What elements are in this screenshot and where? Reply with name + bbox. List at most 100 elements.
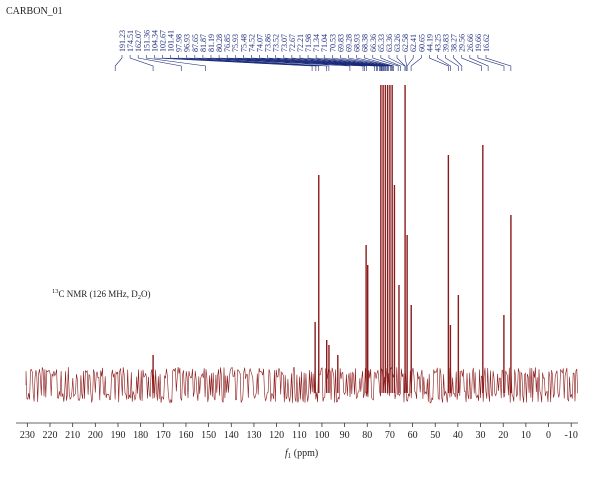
peak-label-connector <box>437 55 451 71</box>
baseline-noise <box>25 366 578 404</box>
peak-label: 102.67 <box>158 30 167 52</box>
peak-label: 72.21 <box>296 34 305 52</box>
peak-label: 87.65 <box>191 34 200 52</box>
peak-label-connector <box>410 55 422 71</box>
peak-label: 80.28 <box>215 34 224 52</box>
x-tick-label: 200 <box>88 430 103 441</box>
x-tick-label: 50 <box>430 430 440 441</box>
peak-label: 63.26 <box>393 34 402 52</box>
peak-label-connector <box>137 55 182 71</box>
x-tick-label: 10 <box>521 430 531 441</box>
peak-label: 63.36 <box>385 34 394 52</box>
annotation-sup: 13 <box>52 288 59 295</box>
peak-label: 174.51 <box>126 30 135 52</box>
peak-label-connector <box>445 55 459 71</box>
x-axis-title-text: f <box>285 448 289 459</box>
peak-label-connector <box>154 55 313 71</box>
x-tick-label: 190 <box>110 430 125 441</box>
peak-label-connector <box>283 55 384 71</box>
annotation-tail: O) <box>141 289 151 299</box>
peak-label-connector <box>186 55 330 71</box>
peak-label: 72.67 <box>288 34 297 52</box>
peak-label: 71.04 <box>320 34 329 52</box>
peak-label: 70.53 <box>328 34 337 52</box>
x-tick-label: 90 <box>340 430 350 441</box>
x-tick-label: 80 <box>362 430 372 441</box>
peak-label-connector <box>477 55 505 71</box>
x-tick-label: 230 <box>20 430 35 441</box>
x-tick-label: 220 <box>42 430 57 441</box>
peak-label: 69.83 <box>336 34 345 52</box>
x-tick-label: 20 <box>498 430 508 441</box>
peak-label-connector <box>453 55 463 71</box>
peak-label: 62.58 <box>401 34 410 52</box>
peak-label-connector <box>469 55 489 71</box>
peak-label: 75.48 <box>239 34 248 52</box>
peak-label-connector <box>461 55 482 71</box>
peak-label-connector <box>340 55 391 71</box>
peak-label-connector <box>218 55 367 71</box>
peak-label: 68.38 <box>361 34 370 52</box>
peak-label-connector <box>323 55 388 71</box>
peak-label: 16.62 <box>482 34 491 52</box>
peak-label: 104.34 <box>150 30 159 52</box>
peak-label: 71.34 <box>312 34 321 52</box>
peak-label: 191.23 <box>118 30 127 52</box>
peak-label-connector <box>404 55 408 71</box>
x-tick-label: -10 <box>565 430 578 441</box>
peak-label-connector <box>364 55 394 71</box>
peak-label: 43.25 <box>433 34 442 52</box>
chart-title: CARBON_01 <box>6 6 63 17</box>
x-tick-label: 210 <box>65 430 80 441</box>
peak-label: 38.27 <box>450 34 459 52</box>
peak-label: 66.36 <box>369 34 378 52</box>
peak-label-connector <box>429 55 449 71</box>
peak-label: 39.83 <box>442 34 451 52</box>
x-tick-label: 100 <box>314 430 329 441</box>
peak-label: 26.66 <box>466 34 475 52</box>
annotation: 13C NMR (126 MHz, D2O) <box>52 288 151 301</box>
peak-label: 19.66 <box>474 34 483 52</box>
x-axis-title-tail: (ppm) <box>291 448 318 459</box>
peak-label-connector <box>129 55 154 71</box>
x-tick-label: 40 <box>453 430 463 441</box>
peak-label: 81.19 <box>207 34 216 52</box>
peak-label: 151.36 <box>142 30 151 52</box>
x-tick-label: 120 <box>269 430 284 441</box>
peak-label: 73.52 <box>272 34 281 52</box>
peak-label: 73.86 <box>264 34 273 52</box>
peak-label: 96.93 <box>183 34 192 52</box>
peak-label-connector <box>243 55 378 71</box>
peak-label-connector <box>348 55 392 71</box>
peak-label-connector <box>267 55 382 71</box>
peak-label-connector <box>170 55 320 71</box>
peak-label-connector <box>194 55 351 71</box>
peak-label: 162.07 <box>134 30 143 52</box>
peak-label-connector <box>307 55 386 71</box>
peak-label: 44.19 <box>425 34 434 52</box>
peak-label-connector <box>259 55 381 71</box>
peak-label: 101.41 <box>167 30 176 52</box>
x-tick-label: 30 <box>476 430 486 441</box>
x-tick-label: 130 <box>246 430 261 441</box>
peak-label-connector <box>299 55 386 71</box>
peak-label-connector <box>372 55 399 71</box>
peak-label: 97.98 <box>175 34 184 52</box>
x-tick-label: 70 <box>385 430 395 441</box>
peak-label-connector <box>145 55 206 71</box>
annotation-sub: 2 <box>138 294 141 301</box>
x-tick-label: 180 <box>133 430 148 441</box>
peak-label: 60.65 <box>417 34 426 52</box>
x-tick-label: 0 <box>546 430 551 441</box>
peak-label-connector <box>356 55 393 71</box>
peak-label: 81.87 <box>199 34 208 52</box>
peak-label: 62.41 <box>409 34 418 52</box>
peak-label: 65.33 <box>377 34 386 52</box>
peak-label-connector <box>251 55 380 71</box>
peak-label: 68.93 <box>353 34 362 52</box>
peak-label-connector <box>406 55 414 71</box>
peak-label: 76.85 <box>223 34 232 52</box>
peak-label-connector <box>396 55 406 71</box>
peak-label-connector <box>291 55 385 71</box>
